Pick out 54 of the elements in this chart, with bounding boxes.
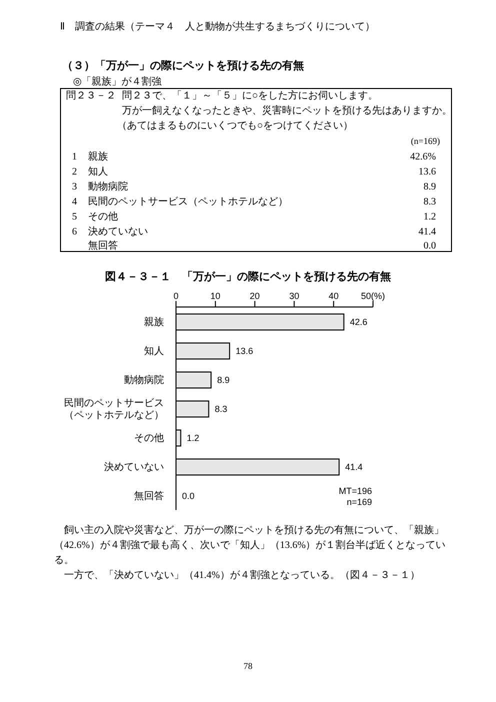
x-tick-label: 10	[210, 291, 220, 301]
text: 1	[72, 150, 77, 163]
data-label: 0.0	[182, 491, 195, 501]
text: 78	[244, 660, 252, 672]
y-tick-label: 親族	[144, 316, 164, 328]
data-label: 42.6	[350, 317, 368, 327]
y-tick-label: その他	[134, 432, 164, 444]
x-tick-label: 40	[328, 291, 339, 301]
x-tick-label: 0	[173, 291, 179, 301]
text: 5	[72, 210, 77, 223]
data-label: 8.3	[214, 404, 228, 414]
text: 1.2	[424, 210, 436, 223]
text: 問２３で、「１」～「５」に○をした方にお伺いします。	[122, 90, 378, 102]
text: その他	[88, 210, 118, 223]
text: 問２３－２	[66, 90, 116, 102]
annotation: n=169	[346, 496, 372, 508]
text: 0.0	[424, 240, 436, 252]
y-tick-label: 知人	[144, 345, 164, 357]
y-tick-label: 民間のペットサービス（ペットホテルなど）	[64, 398, 164, 421]
data-label: 13.6	[236, 346, 254, 356]
text: Ⅱ 調査の結果（テーマ４ 人と動物が共生するまちづくりについて）	[60, 20, 375, 34]
text: 41.4	[418, 225, 436, 238]
text: 4	[72, 195, 77, 208]
text: 動物病院	[88, 180, 128, 193]
data-label: 41.4	[345, 462, 363, 472]
text: 13.6	[418, 165, 436, 178]
text: （３）「万が一」の際にペットを預ける先の有無	[62, 59, 304, 73]
text: 8.9	[424, 180, 436, 193]
text: 6	[72, 225, 77, 238]
text: (n=169)	[410, 135, 440, 147]
text: 民間のペットサービス（ペットホテルなど）	[88, 195, 288, 208]
x-tick-label: 50(%)	[360, 291, 386, 301]
text: ◎「親族」が４割強	[73, 76, 162, 88]
data-label: 1.2	[186, 433, 200, 443]
x-tick-label: 20	[250, 291, 260, 301]
text: 42.6%	[410, 150, 436, 163]
text: 飼い主の入院や災害など、万が一の際にペットを預ける先の有無について、「親族」（42.6%）が４割強で最も高く、次いで「知人」（13.6%）が１割台半ば近くとなっている。	[54, 524, 446, 568]
chart-title: 図４－３－１ 「万が一」の際にペットを預ける先の有無	[105, 270, 391, 284]
annotation: MT=196	[338, 485, 372, 497]
text: 3	[72, 180, 77, 193]
text: 万が一飼えなくなったときや、災害時にペットを預ける先はありますか。	[122, 104, 452, 118]
text: 8.3	[424, 195, 436, 208]
text: 2	[72, 165, 77, 178]
text: （あてはまるものにいくつでも○をつけてください）	[117, 120, 354, 132]
text: 決めていない	[88, 225, 148, 238]
y-tick-label: 無回答	[134, 490, 164, 502]
text: 一方で、「決めていない」（41.4%）が４割強となっている。（図４－３－１）	[63, 568, 421, 583]
text: 親族	[88, 150, 108, 163]
x-tick-label: 30	[289, 291, 300, 301]
y-tick-label: 決めていない	[104, 461, 164, 473]
y-tick-label: 動物病院	[124, 374, 164, 386]
data-label: 8.9	[217, 375, 230, 385]
text: 無回答	[88, 240, 118, 252]
text: 知人	[88, 165, 108, 178]
